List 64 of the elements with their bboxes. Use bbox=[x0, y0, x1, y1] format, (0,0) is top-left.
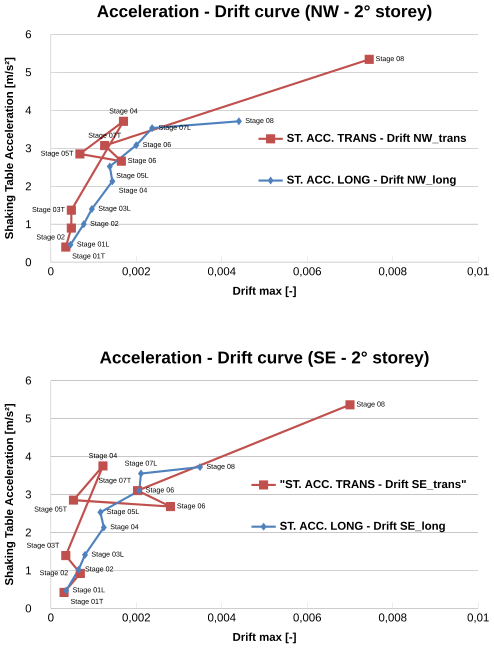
chart-title: Acceleration - Drift curve (SE - 2° storey) bbox=[100, 350, 429, 367]
point bbox=[138, 470, 144, 478]
y-tick-label: 6 bbox=[26, 376, 32, 384]
y-tick-label: 1 bbox=[26, 220, 31, 228]
x-tick-label: 0,01 bbox=[468, 613, 489, 623]
y-tick-label: 0 bbox=[26, 258, 32, 266]
point bbox=[133, 141, 140, 150]
y-tick-label: 6 bbox=[26, 30, 32, 38]
point bbox=[136, 486, 142, 494]
y-tick-label: 3 bbox=[26, 490, 32, 498]
legend-label: ST. ACC. LONG - Drift NW_long bbox=[287, 175, 456, 186]
point bbox=[345, 400, 355, 410]
point bbox=[66, 206, 76, 215]
y-tick-label: 5 bbox=[26, 414, 32, 422]
y-tick-label: 2 bbox=[26, 182, 31, 190]
point bbox=[68, 496, 78, 505]
x-tick-label: 0,006 bbox=[293, 267, 321, 277]
point bbox=[61, 551, 70, 560]
point bbox=[66, 223, 76, 233]
legend-label: ST. ACC. LONG - Drift SE_long bbox=[280, 521, 445, 532]
x-tick-label: 0,002 bbox=[122, 613, 150, 623]
point bbox=[100, 141, 110, 150]
point bbox=[68, 240, 74, 249]
y-tick-label: 0 bbox=[26, 604, 32, 612]
x-axis-title: Drift max [-] bbox=[233, 286, 296, 298]
legend-label: ST. ACC. TRANS - Drift NW_trans bbox=[287, 134, 466, 144]
point bbox=[98, 461, 108, 470]
legend-label: "ST. ACC. TRANS - Drift SE_trans" bbox=[280, 480, 466, 490]
point bbox=[236, 117, 242, 126]
point bbox=[63, 586, 70, 594]
y-tick-label: 4 bbox=[25, 106, 32, 114]
point bbox=[149, 124, 156, 132]
point bbox=[88, 205, 95, 213]
chart-title: Acceleration - Drift curve (NW - 2° storey) bbox=[97, 4, 432, 21]
point bbox=[106, 162, 113, 170]
y-tick-label: 1 bbox=[26, 566, 31, 574]
x-tick-label: 0,006 bbox=[293, 613, 321, 623]
point bbox=[80, 220, 87, 228]
point bbox=[118, 116, 128, 126]
point bbox=[166, 502, 176, 512]
point bbox=[364, 54, 374, 64]
y-axis-title: Shaking Table Acceleration [m/s²] bbox=[4, 404, 16, 586]
x-tick-label: 0,008 bbox=[378, 267, 406, 277]
x-tick-label: 0,008 bbox=[378, 613, 406, 623]
point bbox=[97, 508, 104, 516]
point bbox=[100, 524, 107, 532]
x-tick-label: 0,004 bbox=[208, 613, 236, 623]
x-tick-label: 0,002 bbox=[122, 267, 150, 277]
point bbox=[109, 177, 116, 186]
y-tick-label: 2 bbox=[26, 528, 31, 536]
point bbox=[197, 463, 203, 471]
point bbox=[76, 566, 82, 574]
x-tick-label: 0 bbox=[48, 267, 54, 276]
y-tick-label: 5 bbox=[26, 68, 32, 76]
point bbox=[116, 156, 126, 166]
y-axis-title: Shaking Table Acceleration [m/s²] bbox=[4, 58, 16, 239]
point bbox=[82, 550, 88, 559]
x-tick-label: 0,004 bbox=[208, 267, 236, 277]
x-tick-label: 0 bbox=[48, 613, 54, 622]
x-tick-label: 0,01 bbox=[468, 267, 489, 277]
y-tick-label: 3 bbox=[26, 144, 32, 152]
x-axis-title: Drift max [-] bbox=[233, 632, 296, 644]
point bbox=[75, 149, 84, 158]
y-tick-label: 4 bbox=[25, 452, 32, 460]
